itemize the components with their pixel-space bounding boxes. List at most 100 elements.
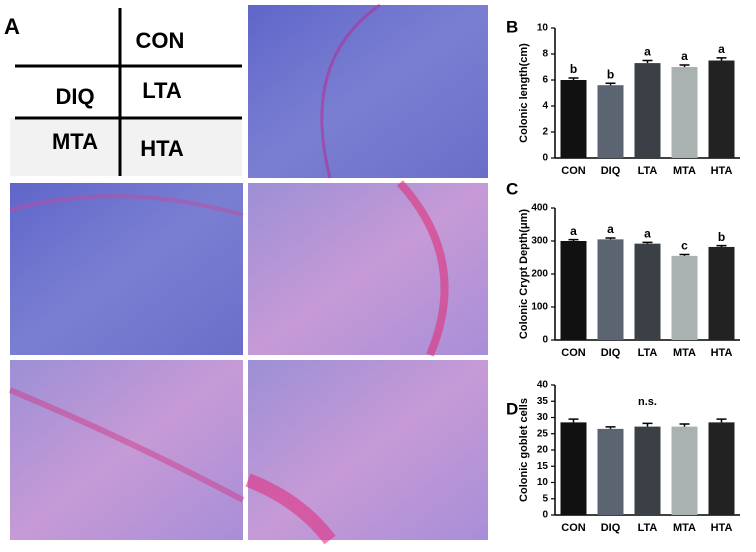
error-bar (716, 57, 727, 61)
tissue (320, 3, 381, 179)
error-bar (605, 426, 616, 429)
bar (634, 243, 661, 340)
bar (634, 426, 661, 515)
significance-letter: c (681, 239, 688, 253)
significance-letter: a (681, 49, 688, 63)
y-tick-label: 2 (542, 127, 548, 138)
bar (560, 422, 587, 515)
bar (671, 255, 698, 340)
panel-label: D (506, 399, 518, 418)
y-tick-label: 200 (531, 269, 548, 280)
x-tick-label: HTA (711, 165, 733, 177)
significance-letter: b (570, 62, 577, 76)
y-axis-label: Colonic length(cm) (518, 43, 530, 143)
histology-image (248, 183, 488, 355)
significance-letter: b (718, 230, 725, 244)
tissue (397, 180, 449, 357)
significance-letter: a (570, 224, 577, 238)
panel-label: B (506, 17, 518, 36)
table-shade (10, 118, 242, 176)
significance-letter: a (607, 222, 614, 236)
bar (708, 246, 735, 340)
y-tick-label: 15 (537, 461, 549, 472)
bar (708, 422, 735, 515)
x-tick-label: CON (561, 347, 586, 359)
tissue (245, 473, 336, 545)
x-tick-label: CON (561, 165, 586, 177)
bar (597, 239, 624, 340)
group-label: LTA (142, 78, 182, 103)
panel-a: A CON DIQ LTA MTA HTA (4, 3, 488, 545)
y-tick-label: 25 (537, 428, 549, 439)
y-tick-label: 0 (542, 510, 548, 521)
significance-letter: a (644, 226, 651, 240)
error-bar (568, 77, 579, 80)
error-bar (679, 423, 690, 427)
annotation: n.s. (638, 396, 657, 408)
histology-image (248, 360, 488, 540)
y-tick-label: 4 (542, 101, 548, 112)
x-tick-label: DIQ (601, 347, 621, 359)
bar (560, 80, 587, 158)
x-tick-label: MTA (673, 522, 696, 534)
y-tick-label: 100 (531, 302, 548, 313)
y-tick-label: 0 (542, 153, 548, 164)
histology-image (10, 183, 243, 355)
error-bar (642, 422, 653, 427)
x-tick-label: HTA (711, 347, 733, 359)
y-tick-label: 40 (537, 380, 549, 391)
tissue (8, 387, 245, 503)
bar (634, 63, 661, 158)
tissue (9, 194, 244, 217)
error-bar (568, 238, 579, 241)
histology-image (248, 5, 488, 178)
y-axis-label: Colonic goblet cells (518, 398, 530, 502)
x-tick-label: HTA (711, 522, 733, 534)
significance-letter: b (607, 67, 614, 81)
group-label: CON (136, 28, 185, 53)
y-axis-label: Colonic Crypt Depth(μm) (518, 209, 530, 340)
bar (708, 60, 735, 158)
x-tick-label: MTA (673, 347, 696, 359)
bar (597, 85, 624, 158)
error-bar (679, 64, 690, 67)
x-tick-label: CON (561, 522, 586, 534)
x-tick-label: MTA (673, 165, 696, 177)
y-tick-label: 8 (542, 49, 548, 60)
error-bar (605, 82, 616, 86)
y-tick-label: 400 (531, 203, 548, 214)
significance-letter: a (644, 45, 651, 59)
y-tick-label: 35 (537, 396, 549, 407)
y-tick-label: 10 (537, 477, 549, 488)
error-bar (716, 418, 727, 423)
significance-letter: a (718, 42, 725, 56)
y-tick-label: 10 (537, 23, 549, 34)
error-bar (605, 237, 616, 240)
y-tick-label: 20 (537, 445, 549, 456)
panel-label: A (4, 14, 20, 39)
bar (671, 426, 698, 515)
y-tick-label: 30 (537, 412, 549, 423)
bar (560, 241, 587, 340)
y-tick-label: 5 (542, 493, 548, 504)
histology-image (10, 360, 243, 540)
y-tick-label: 300 (531, 236, 548, 247)
panel-label: C (506, 179, 518, 198)
x-tick-label: LTA (638, 165, 658, 177)
bar (671, 67, 698, 158)
group-label: DIQ (55, 84, 94, 109)
x-tick-label: DIQ (601, 165, 621, 177)
error-bar (716, 244, 727, 247)
x-tick-label: DIQ (601, 522, 621, 534)
error-bar (679, 253, 690, 256)
group-label: HTA (140, 136, 184, 161)
error-bar (642, 59, 653, 64)
error-bar (642, 241, 653, 244)
y-tick-label: 6 (542, 75, 548, 86)
x-tick-label: LTA (638, 522, 658, 534)
error-bar (568, 418, 579, 423)
group-label: MTA (52, 129, 98, 154)
y-tick-label: 0 (542, 335, 548, 346)
x-tick-label: LTA (638, 347, 658, 359)
